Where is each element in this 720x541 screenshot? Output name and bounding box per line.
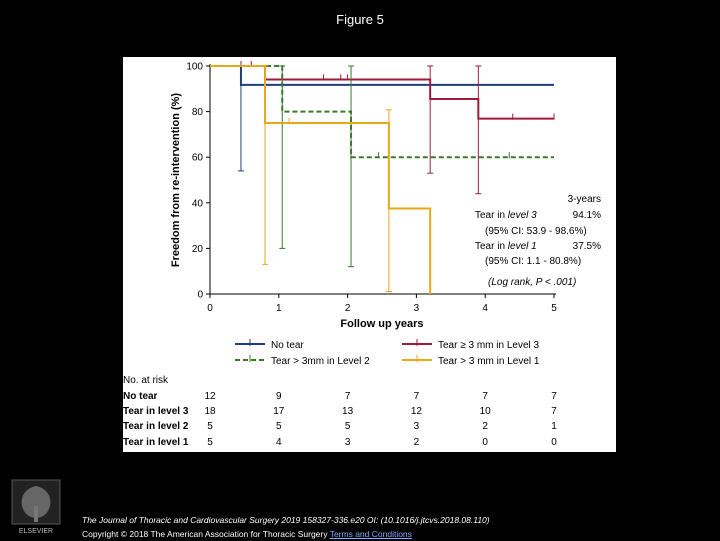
elsevier-logo-text: ELSEVIER bbox=[19, 528, 53, 535]
y-tick-label: 40 bbox=[192, 198, 204, 209]
annotation-text: Tear in bbox=[475, 241, 508, 252]
risk-cell: 7 bbox=[551, 391, 557, 402]
annotation-line: (95% CI: 53.9 - 98.6%) bbox=[485, 226, 587, 237]
risk-cell: 0 bbox=[482, 437, 488, 448]
risk-cell: 1 bbox=[551, 421, 557, 432]
terms-link[interactable]: Terms and Conditions bbox=[329, 529, 412, 539]
risk-row-label: Tear in level 3 bbox=[123, 406, 189, 417]
copyright-text: Copyright © 2018 The American Associatio… bbox=[82, 529, 330, 539]
y-tick-label: 80 bbox=[192, 107, 204, 118]
survival-curve-3 bbox=[210, 65, 554, 159]
risk-cell: 7 bbox=[482, 391, 488, 402]
x-tick-label: 1 bbox=[276, 303, 282, 314]
annotation-header: 3-years bbox=[568, 194, 601, 205]
risk-cell: 5 bbox=[207, 437, 213, 448]
risk-cell: 7 bbox=[551, 406, 557, 417]
x-tick-label: 5 bbox=[551, 303, 557, 314]
risk-cell: 4 bbox=[276, 437, 282, 448]
survival-curve-4 bbox=[210, 65, 432, 294]
risk-table-title: No. at risk bbox=[123, 375, 169, 386]
y-tick-label: 0 bbox=[197, 290, 203, 301]
annotation-level: level 1 bbox=[508, 241, 537, 252]
y-tick-label: 100 bbox=[186, 62, 203, 73]
legend-label: Tear > 3 mm in Level 1 bbox=[438, 356, 540, 367]
risk-cell: 13 bbox=[342, 406, 354, 417]
risk-cell: 2 bbox=[482, 421, 488, 432]
annotation-value: 94.1% bbox=[573, 210, 601, 221]
risk-cell: 12 bbox=[204, 391, 216, 402]
annotation-text: (95% CI: 53.9 - 98.6%) bbox=[485, 226, 587, 237]
risk-cell: 0 bbox=[551, 437, 557, 448]
risk-cell: 3 bbox=[345, 437, 351, 448]
annotation-line: Tear in level 1 bbox=[475, 241, 537, 252]
risk-row-label: Tear in level 2 bbox=[123, 421, 189, 432]
risk-cell: 7 bbox=[345, 391, 351, 402]
annotation-line: (95% CI: 1.1 - 80.8%) bbox=[485, 256, 581, 267]
risk-row-label: No tear bbox=[123, 391, 158, 402]
annotation-text: Tear in bbox=[475, 210, 508, 221]
risk-cell: 17 bbox=[273, 406, 285, 417]
figure-title: Figure 5 bbox=[336, 12, 384, 27]
risk-row-label: Tear in level 1 bbox=[123, 437, 189, 448]
survival-curve-1 bbox=[210, 65, 554, 86]
citation: The Journal of Thoracic and Cardiovascul… bbox=[82, 513, 490, 541]
figure-panel: 0 20 40 60 80 100 0 1 2 3 4 5 Follow up years Freedom… bbox=[123, 57, 616, 452]
annotation-level: level 3 bbox=[508, 210, 537, 221]
risk-cell: 18 bbox=[204, 406, 216, 417]
x-tick-label: 3 bbox=[414, 303, 420, 314]
legend-label: Tear > 3mm in Level 2 bbox=[271, 356, 370, 367]
risk-cell: 9 bbox=[276, 391, 282, 402]
x-tick-label: 2 bbox=[345, 303, 351, 314]
risk-cell: 3 bbox=[414, 421, 420, 432]
survival-curve-2 bbox=[210, 65, 554, 120]
legend-label: Tear ≥ 3 mm in Level 3 bbox=[438, 340, 540, 351]
risk-cell: 5 bbox=[345, 421, 351, 432]
annotation-line: Tear in level 3 bbox=[475, 210, 537, 221]
logrank-text: (Log rank, P < .001) bbox=[488, 277, 576, 288]
y-tick-label: 20 bbox=[192, 244, 204, 255]
journal-citation: The Journal of Thoracic and Cardiovascul… bbox=[82, 515, 490, 525]
x-tick-label: 0 bbox=[207, 303, 213, 314]
annotation-text: (95% CI: 1.1 - 80.8%) bbox=[485, 256, 581, 267]
risk-cell: 7 bbox=[414, 391, 420, 402]
y-axis-label: Freedom from re-intervention (%) bbox=[170, 93, 182, 268]
x-axis-label: Follow up years bbox=[340, 318, 423, 330]
legend-label: No tear bbox=[271, 340, 304, 351]
elsevier-logo: ELSEVIER bbox=[11, 479, 61, 535]
risk-cell: 2 bbox=[414, 437, 420, 448]
annotation-value: 37.5% bbox=[573, 241, 601, 252]
risk-cell: 12 bbox=[411, 406, 423, 417]
risk-cell: 5 bbox=[207, 421, 213, 432]
risk-cell: 5 bbox=[276, 421, 282, 432]
y-tick-label: 60 bbox=[192, 153, 204, 164]
x-tick-label: 4 bbox=[482, 303, 488, 314]
risk-cell: 10 bbox=[480, 406, 492, 417]
